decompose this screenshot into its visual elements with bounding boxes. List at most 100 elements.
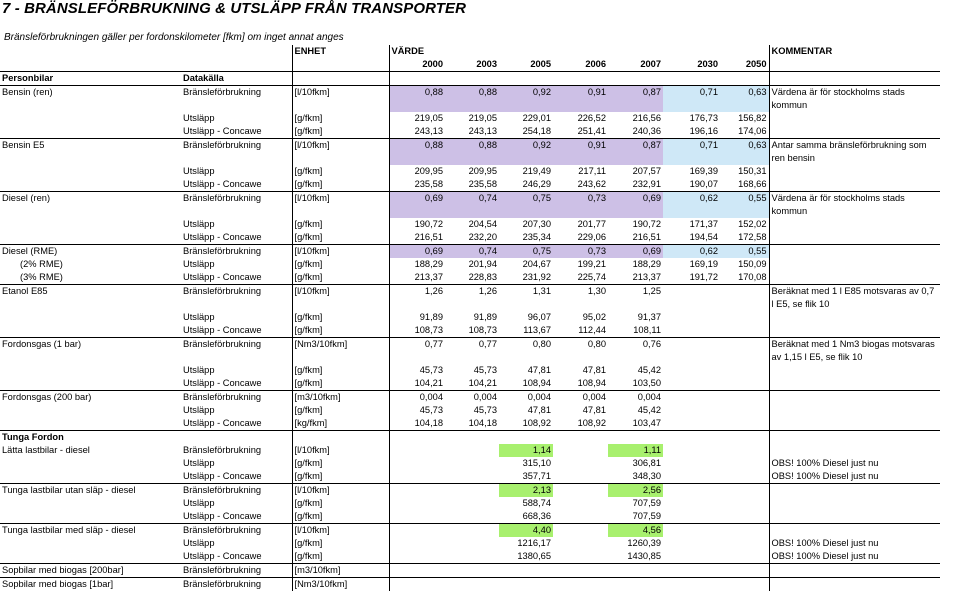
value-cell-2003: 0,77 xyxy=(478,339,497,349)
row-type: Utsläpp - Concawe xyxy=(183,551,262,561)
value-cell-2000: 213,37 xyxy=(388,271,445,285)
value-cell-2003 xyxy=(445,497,499,510)
row-comment xyxy=(768,258,940,271)
value-cell-2000: 243,13 xyxy=(388,125,445,139)
value-cell-2006: 0,91 xyxy=(553,85,608,112)
value-cell-2000: 216,51 xyxy=(388,231,445,245)
value-cell-2030 xyxy=(663,417,720,431)
value-cell-2006: 0,91 xyxy=(553,138,608,165)
value-cell-2030: 0,71 xyxy=(663,85,720,112)
row-label: Diesel (RME) xyxy=(2,246,58,256)
value-cell-2050 xyxy=(720,404,769,417)
table-row: Utsläpp - Concawe [g/fkm] 668,36 707,59 xyxy=(0,510,940,524)
fuel-emission-table: ENHET VÄRDE KOMMENTAR 2000 2003 2005 200… xyxy=(0,45,940,591)
value-cell-2005: 108,94 xyxy=(522,378,551,388)
row-comment: Beräknat med 1 l E85 motsvaras av 0,7 l … xyxy=(768,284,940,311)
table-row: Utsläpp - Concawe [g/fkm] 216,51 232,20 235,… xyxy=(0,231,940,245)
row-unit: [l/10fkm] xyxy=(291,284,389,311)
value-cell-2000 xyxy=(388,537,445,550)
row-label: Etanol E85 xyxy=(2,286,48,296)
value-cell-2005: 0,75 xyxy=(499,244,553,258)
table-row: Diesel (RME) Bränsleförbrukning [l/10fkm] 0… xyxy=(0,244,940,258)
value-cell-2003 xyxy=(445,537,499,550)
row-label xyxy=(0,377,181,391)
row-comment xyxy=(768,324,940,338)
value-cell-2006: 0,73 xyxy=(553,244,608,258)
value-cell-2030 xyxy=(663,564,720,578)
table-row: Sopbilar med biogas [1bar] Bränsleförbruk… xyxy=(0,577,940,591)
value-cell-2050: 0,63 xyxy=(720,138,769,165)
row-label: Tunga lastbilar med släp - diesel xyxy=(2,525,136,535)
value-cell-2030 xyxy=(663,285,720,312)
row-comment xyxy=(768,563,940,578)
row-unit: [g/fkm] xyxy=(291,271,389,285)
value-cell-2000 xyxy=(388,444,445,457)
row-type: Bränsleförbrukning xyxy=(183,485,262,495)
section-tunga-fordon: Tunga Fordon xyxy=(0,430,940,444)
value-cell-2005: 0,92 xyxy=(499,138,553,165)
page-subtitle: Bränsleförbrukningen gäller per fordonsk… xyxy=(4,32,344,43)
value-cell-2007: 0,87 xyxy=(608,85,663,112)
value-cell-2007: 0,87 xyxy=(608,138,663,165)
row-label xyxy=(0,178,181,192)
table-row: Utsläpp - Concawe [g/fkm] 243,13 243,13 254,… xyxy=(0,125,940,139)
value-cell-2003: 104,18 xyxy=(468,418,497,428)
row-comment xyxy=(768,404,940,417)
value-cell-2005: 96,07 xyxy=(527,312,551,322)
value-cell-2005: 1216,17 xyxy=(517,538,551,548)
row-unit: [g/fkm] xyxy=(291,510,389,524)
value-cell-2005: 1,31 xyxy=(532,286,551,296)
row-unit: [g/fkm] xyxy=(291,470,389,484)
table-row: Utsläpp [g/fkm] 45,73 45,73 47,81 47,81 45,42 xyxy=(0,404,940,417)
value-cell-2005: 47,81 xyxy=(527,365,551,375)
value-cell-2030: 194,54 xyxy=(689,232,718,242)
value-cell-2007: 0,004 xyxy=(637,392,661,402)
value-cell-2006: 0,80 xyxy=(587,339,606,349)
value-cell-2030 xyxy=(663,324,720,338)
row-unit: [Nm3/10fkm] xyxy=(291,577,389,591)
value-cell-2000 xyxy=(388,563,445,578)
value-cell-2006 xyxy=(553,537,608,550)
value-cell-2005: 1380,65 xyxy=(517,551,551,561)
row-comment xyxy=(768,244,940,258)
value-cell-2007: 1260,39 xyxy=(627,538,661,548)
table-row: Utsläpp - Concawe [kg/fkm] 104,18 104,18 108… xyxy=(0,417,940,431)
row-comment xyxy=(768,364,940,377)
row-comment xyxy=(768,231,940,245)
value-cell-2005: 0,75 xyxy=(499,191,553,218)
value-cell-2006 xyxy=(553,524,608,538)
value-cell-2006 xyxy=(553,550,608,564)
value-cell-2006: 108,92 xyxy=(577,418,606,428)
value-cell-2003 xyxy=(445,524,499,538)
table-row: (3% RME) Utsläpp - Concawe [g/fkm] 213,37 22… xyxy=(0,271,940,285)
row-unit: [m3/10fkm] xyxy=(291,563,389,578)
value-cell-2007: 707,59 xyxy=(632,498,661,508)
value-cell-2030 xyxy=(663,338,720,365)
value-cell-2006 xyxy=(553,497,608,510)
value-cell-2007: 348,30 xyxy=(632,471,661,481)
value-cell-2007: 0,76 xyxy=(642,339,661,349)
row-type: Utsläpp xyxy=(183,498,215,508)
value-cell-2050 xyxy=(720,285,769,312)
value-cell-2030 xyxy=(663,484,720,498)
value-cell-2050: 150,31 xyxy=(738,166,767,176)
row-comment xyxy=(768,311,940,324)
value-cell-2007: 207,57 xyxy=(632,166,661,176)
table-row: Utsläpp [g/fkm] 219,05 219,05 229,01 226,52 21… xyxy=(0,112,940,125)
value-cell-2007: 0,69 xyxy=(608,191,663,218)
value-cell-2006: 217,11 xyxy=(578,166,606,176)
value-cell-2006 xyxy=(553,564,608,578)
table-row: Sopbilar med biogas [200bar] Bränsleförbr… xyxy=(0,563,940,578)
value-cell-2000: 108,73 xyxy=(388,324,445,338)
row-type: Utsläpp - Concawe xyxy=(183,126,262,136)
header-varde: VÄRDE xyxy=(388,45,769,58)
value-cell-2007 xyxy=(608,564,663,578)
row-type: Utsläpp - Concawe xyxy=(183,471,262,481)
value-cell-2000: 219,05 xyxy=(388,112,445,125)
row-label xyxy=(0,457,181,470)
table-row: Utsläpp [g/fkm] 315,10 306,81 OBS! 100% Dies… xyxy=(0,457,940,470)
table-row: Lätta lastbilar - diesel Bränsleförbrukni… xyxy=(0,444,940,457)
value-cell-2005: 219,49 xyxy=(522,166,551,176)
year-2000: 2000 xyxy=(388,58,445,72)
value-cell-2003: 1,26 xyxy=(478,286,497,296)
